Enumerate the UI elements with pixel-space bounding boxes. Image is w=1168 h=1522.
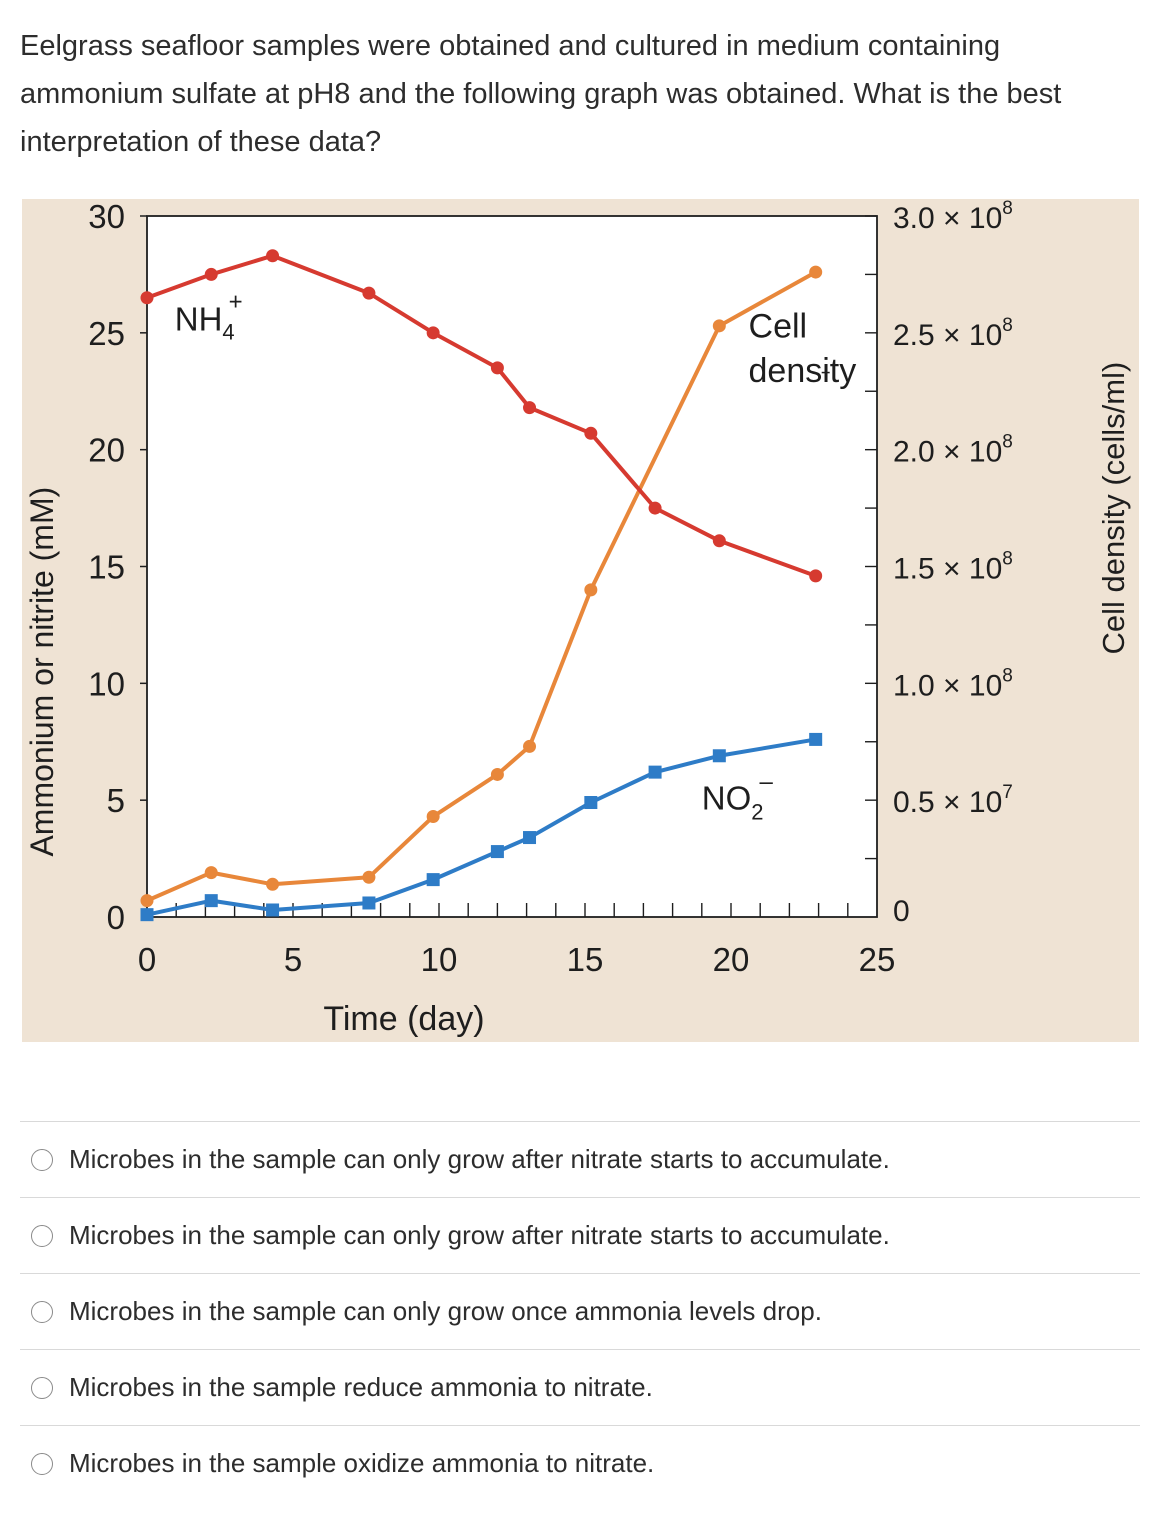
series-label-cell: Cell <box>749 308 808 346</box>
x-tick-label: 5 <box>284 941 302 978</box>
y-tick-label: 25 <box>88 315 125 352</box>
answer-option-3[interactable]: Microbes in the sample can only grow onc… <box>20 1273 1140 1349</box>
answer-options: Microbes in the sample can only grow aft… <box>20 1121 1140 1501</box>
data-point <box>266 877 280 891</box>
radio-button[interactable] <box>31 1224 53 1247</box>
data-point <box>712 749 726 763</box>
data-point <box>523 739 537 753</box>
option-label: Microbes in the sample can only grow aft… <box>69 1220 890 1250</box>
data-point <box>648 765 662 779</box>
data-point <box>362 286 376 300</box>
data-point <box>140 291 154 305</box>
data-point <box>140 894 154 908</box>
answer-option-2[interactable]: Microbes in the sample can only grow aft… <box>20 1197 1140 1273</box>
data-point <box>490 845 504 859</box>
y2-axis-title: Cell density (cells/ml) <box>1096 362 1131 655</box>
y-tick-label: 5 <box>107 782 125 819</box>
y-tick-label: 10 <box>88 665 125 702</box>
plot-area <box>146 215 878 918</box>
data-point <box>523 831 537 845</box>
data-point <box>809 265 823 279</box>
series-line-1 <box>146 270 817 903</box>
data-point <box>426 873 440 887</box>
answer-option-1[interactable]: Microbes in the sample can only grow aft… <box>20 1121 1140 1197</box>
y2-tick-label: 2.5 × 108 <box>893 315 1013 352</box>
y2-tick-label: 1.5 × 108 <box>893 549 1013 586</box>
data-point <box>266 249 280 263</box>
y2-tick-label: 0.5 × 107 <box>893 782 1013 819</box>
x-tick-label: 20 <box>713 941 750 978</box>
data-point <box>712 534 726 548</box>
y-axis-title: Ammonium or nitrite (mM) <box>24 487 60 857</box>
x-tick-label: 25 <box>859 941 896 978</box>
line-chart: 0 5 10 15 20 25 30 0 5 10 15 20 25 0 0.5 × 107 1.0 × 10… <box>24 199 1131 1038</box>
data-point <box>490 361 504 375</box>
x-axis-title: Time (day) <box>323 1000 484 1038</box>
data-point <box>809 569 823 583</box>
answer-option-4[interactable]: Microbes in the sample reduce ammonia to… <box>20 1349 1140 1425</box>
data-point <box>426 810 440 824</box>
y2-tick-label: 2.0 × 108 <box>893 432 1013 469</box>
y-tick-label: 15 <box>88 549 125 586</box>
series-label-density: density <box>749 352 857 390</box>
data-point <box>362 896 376 910</box>
data-point <box>490 767 504 781</box>
y2-tick-label: 1.0 × 108 <box>893 665 1013 702</box>
option-label: Microbes in the sample can only grow aft… <box>69 1144 890 1174</box>
data-point <box>266 903 280 917</box>
data-point <box>140 908 154 922</box>
data-point <box>362 870 376 884</box>
radio-button[interactable] <box>31 1376 53 1399</box>
y-tick-label: 20 <box>88 432 125 469</box>
answer-option-5[interactable]: Microbes in the sample oxidize ammonia t… <box>20 1425 1140 1501</box>
y2-tick-label: 0 <box>893 895 910 928</box>
data-point <box>584 796 598 810</box>
y-tick-label: 0 <box>107 899 125 936</box>
radio-button[interactable] <box>31 1452 53 1475</box>
option-label: Microbes in the sample reduce ammonia to… <box>69 1372 653 1402</box>
data-point <box>204 866 218 880</box>
question-text: Eelgrass seafloor samples were obtained … <box>20 30 1062 158</box>
chart-figure: 0 5 10 15 20 25 30 0 5 10 15 20 25 0 0.5 × 107 1.0 × 10… <box>22 199 1139 1042</box>
x-tick-label: 15 <box>567 941 604 978</box>
option-label: Microbes in the sample can only grow onc… <box>69 1296 822 1326</box>
data-point <box>712 319 726 333</box>
data-point <box>584 426 598 440</box>
data-point <box>204 267 218 281</box>
y2-tick-label: 3.0 × 108 <box>893 199 1013 235</box>
data-point <box>648 501 662 515</box>
radio-button[interactable] <box>31 1300 53 1323</box>
x-tick-label: 10 <box>421 941 458 978</box>
option-label: Microbes in the sample oxidize ammonia t… <box>69 1448 655 1478</box>
data-point <box>426 326 440 340</box>
data-point <box>523 401 537 415</box>
data-point <box>204 894 218 908</box>
data-point <box>584 583 598 597</box>
y-tick-label: 30 <box>88 199 125 235</box>
radio-button[interactable] <box>31 1148 53 1171</box>
data-point <box>809 732 823 746</box>
x-tick-label: 0 <box>138 941 156 978</box>
